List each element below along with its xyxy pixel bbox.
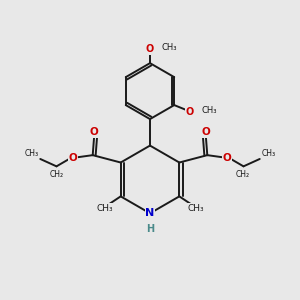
Text: CH₃: CH₃ xyxy=(201,106,217,116)
Text: CH₃: CH₃ xyxy=(96,204,113,213)
Text: O: O xyxy=(185,107,194,118)
Text: O: O xyxy=(146,44,154,54)
Text: O: O xyxy=(201,128,210,137)
Text: CH₂: CH₂ xyxy=(236,170,250,179)
Text: CH₃: CH₃ xyxy=(187,204,204,213)
Text: N: N xyxy=(146,208,154,218)
Text: O: O xyxy=(69,152,78,163)
Text: CH₃: CH₃ xyxy=(261,148,275,158)
Text: O: O xyxy=(90,128,99,137)
Text: CH₂: CH₂ xyxy=(50,170,64,179)
Text: CH₃: CH₃ xyxy=(25,148,39,158)
Text: CH₃: CH₃ xyxy=(162,43,177,52)
Text: O: O xyxy=(222,152,231,163)
Text: H: H xyxy=(146,224,154,235)
